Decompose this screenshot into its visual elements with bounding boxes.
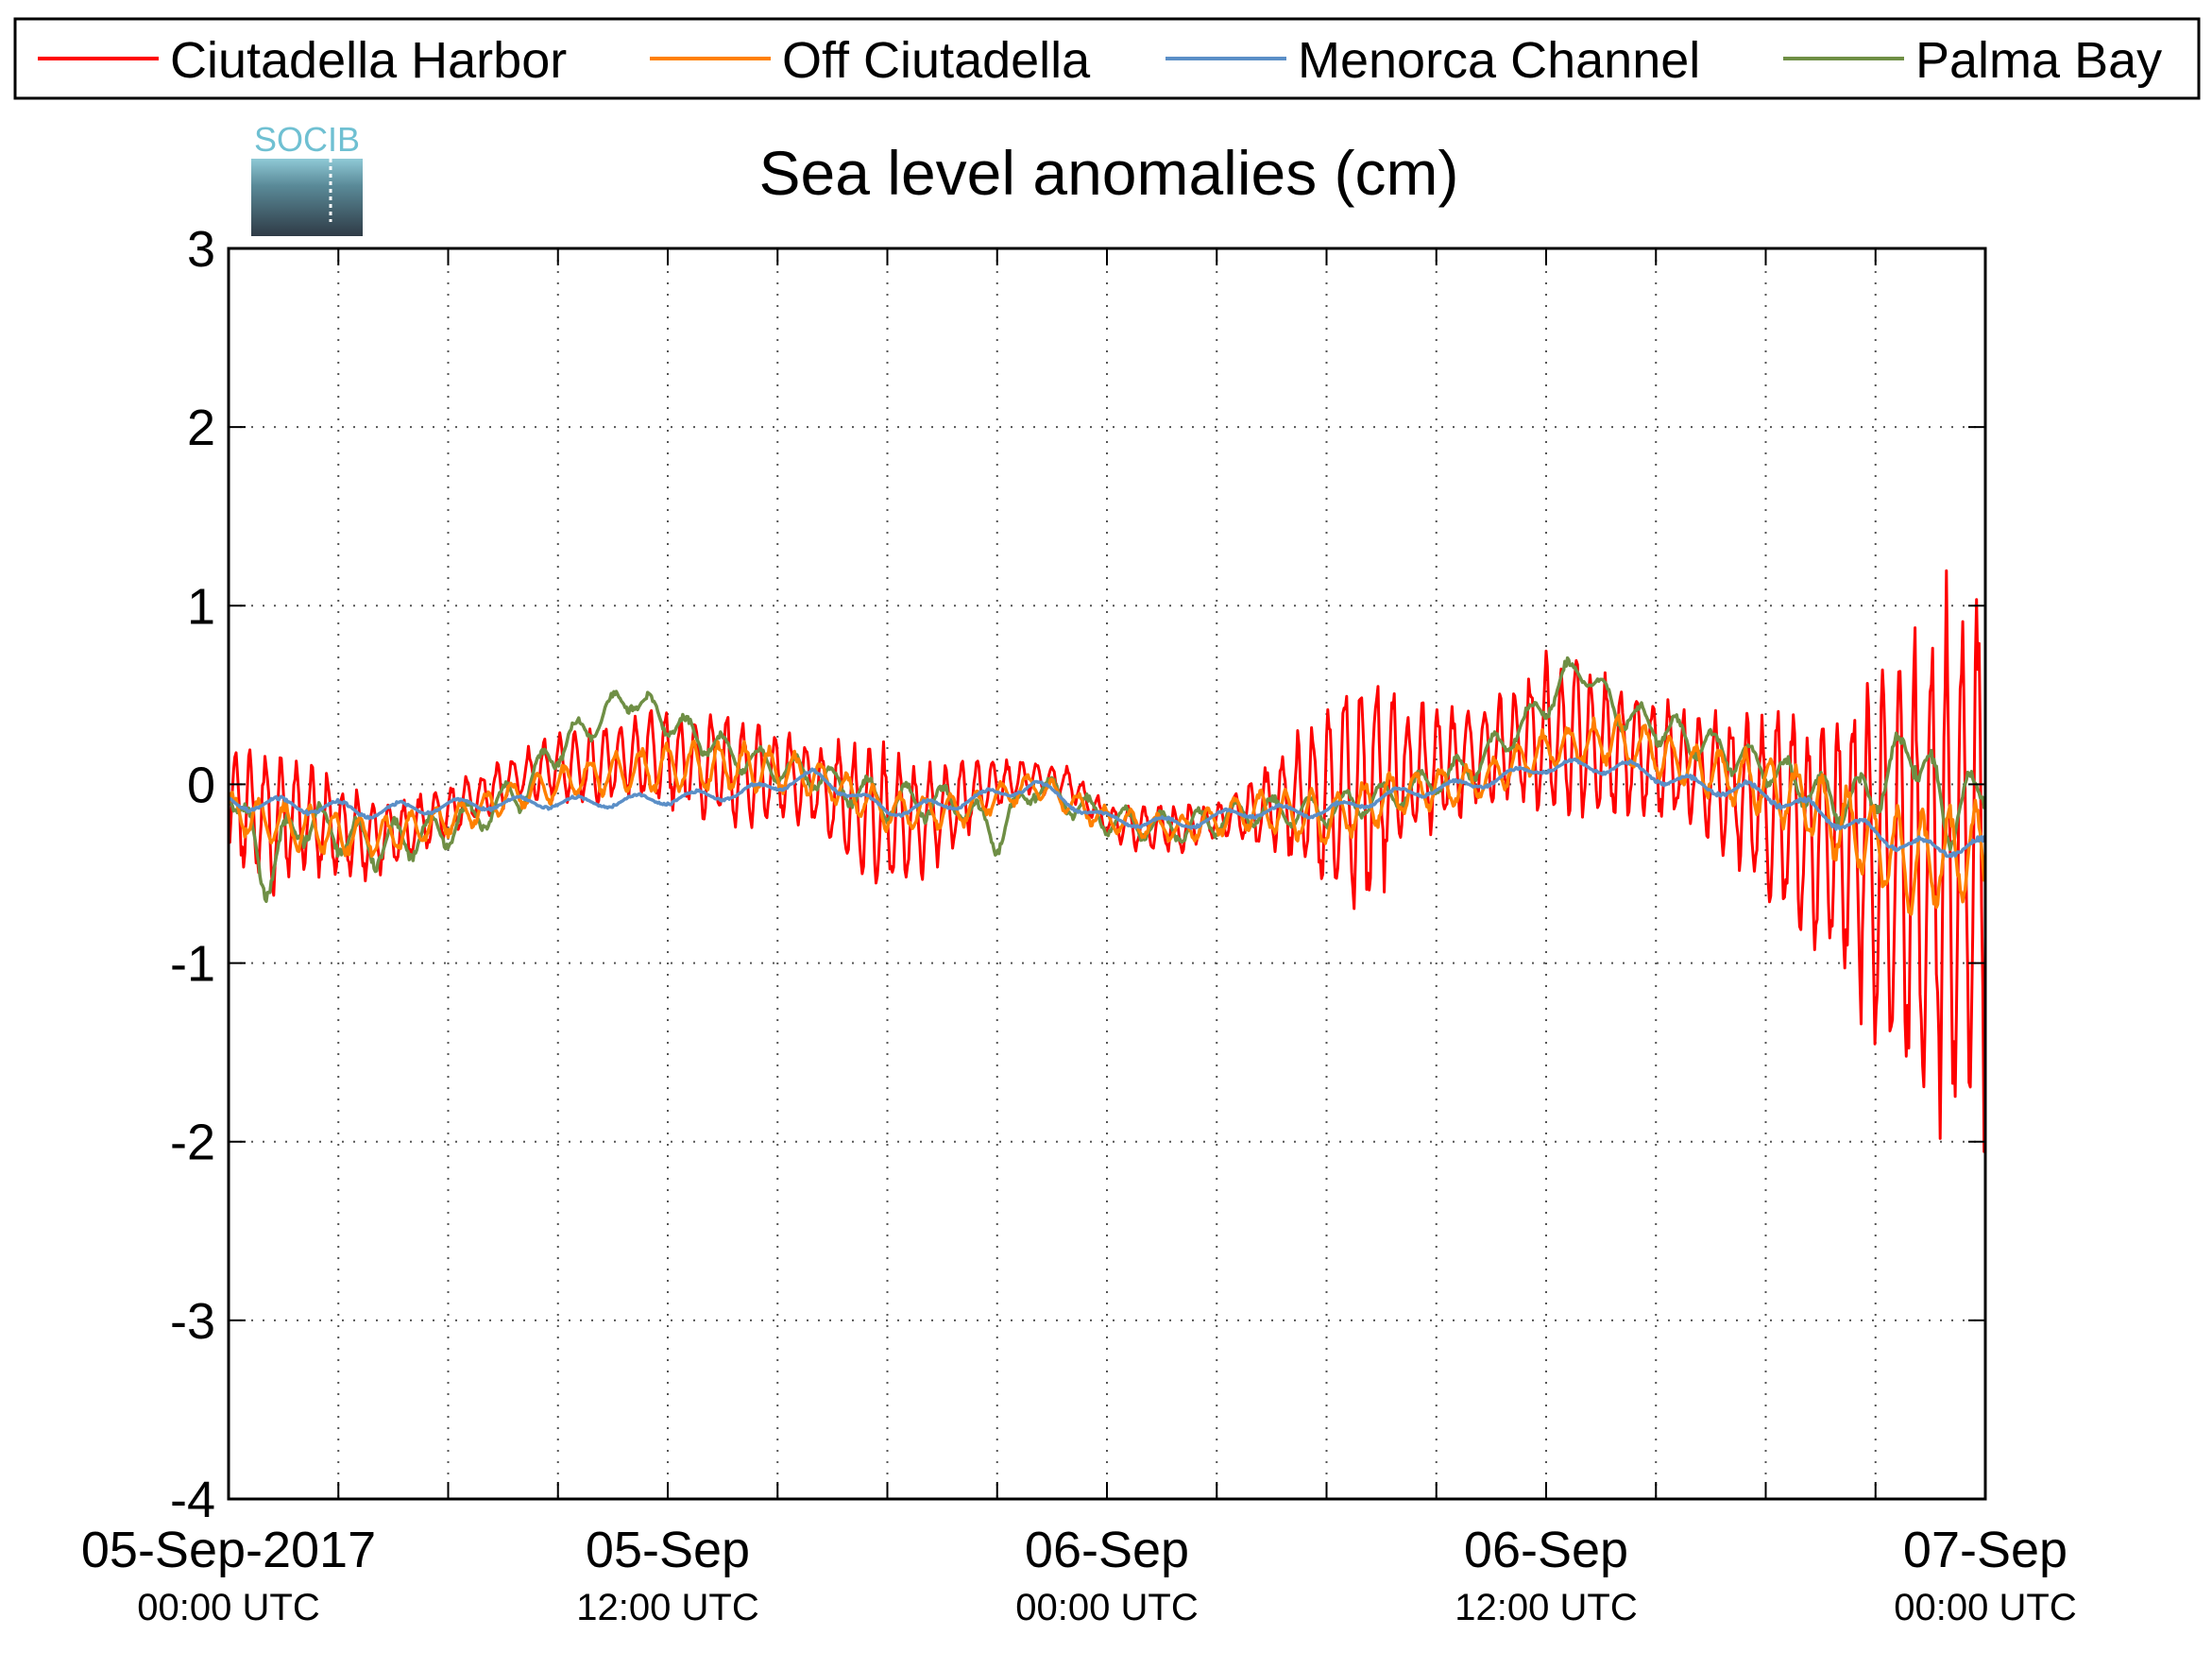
y-tick-label: -1 xyxy=(170,936,215,993)
x-tick-label-date: 07-Sep xyxy=(1903,1522,2067,1578)
x-tick-label-date: 05-Sep-2017 xyxy=(81,1522,376,1578)
x-axis-ticks: 05-Sep-2017 00:00 UTC 05-Sep 12:00 UTC 06-Se… xyxy=(81,1522,2077,1628)
grid-lines xyxy=(229,248,1985,1499)
y-tick-label: 1 xyxy=(187,578,215,635)
y-tick-label: 2 xyxy=(187,400,215,456)
x-tick-label-time: 12:00 UTC xyxy=(1455,1587,1637,1628)
x-tick-label-time: 00:00 UTC xyxy=(1894,1587,2076,1628)
legend-label-ciutadella-harbor: Ciutadella Harbor xyxy=(170,32,567,89)
plot-area: 3 2 1 0 -1 -2 -3 -4 05-Sep-2017 00:00 UTC 05-Sep 1… xyxy=(81,221,2077,1628)
y-tick-label: -4 xyxy=(170,1472,215,1528)
x-tick-label-date: 06-Sep xyxy=(1025,1522,1189,1578)
chart-title: Sea level anomalies (cm) xyxy=(759,138,1459,208)
x-tick-label-time: 00:00 UTC xyxy=(137,1587,319,1628)
legend-label-palma-bay: Palma Bay xyxy=(1915,32,2162,89)
logo-text: SOCIB xyxy=(254,120,360,159)
logo-gradient-block xyxy=(251,159,363,236)
minor-ticks xyxy=(337,248,1877,1499)
socib-logo: SOCIB xyxy=(251,120,363,236)
x-tick-label-date: 05-Sep xyxy=(586,1522,750,1578)
x-tick-label-time: 00:00 UTC xyxy=(1015,1587,1198,1628)
legend-label-off-ciutadella: Off Ciutadella xyxy=(782,32,1091,89)
plot-frame xyxy=(227,247,1987,1501)
series-lines xyxy=(229,569,1985,1153)
y-axis-ticks: 3 2 1 0 -1 -2 -3 -4 xyxy=(170,221,1985,1528)
x-tick-label-time: 12:00 UTC xyxy=(576,1587,758,1628)
y-tick-label: 3 xyxy=(187,221,215,278)
y-tick-label: 0 xyxy=(187,757,215,813)
series-line-menorca-channel xyxy=(229,757,1985,859)
y-tick-label: -2 xyxy=(170,1115,215,1171)
legend: Ciutadella Harbor Off Ciutadella Menorca… xyxy=(13,17,2201,100)
series-line-ciutadella-harbor xyxy=(229,569,1985,1153)
x-tick-label-date: 06-Sep xyxy=(1464,1522,1628,1578)
y-tick-label: -3 xyxy=(170,1293,215,1350)
legend-label-menorca-channel: Menorca Channel xyxy=(1298,32,1700,89)
